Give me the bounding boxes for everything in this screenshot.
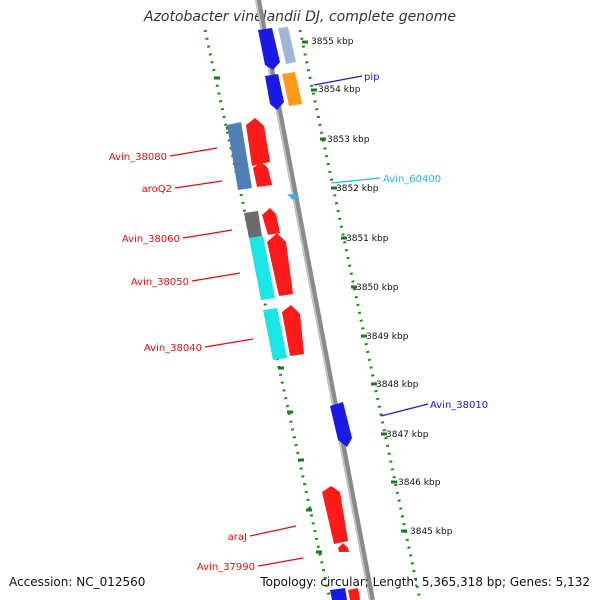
gene-avin-37990[interactable] [338, 543, 349, 552]
ruler-label-3848: 3848 kbp [376, 380, 419, 390]
label-leader-lines [169, 75, 429, 567]
gene-label-avin-38050[interactable]: Avin_38050 [131, 277, 189, 288]
gene-features[interactable] [227, 27, 360, 600]
gene-label-avin-37990[interactable]: Avin_37990 [197, 562, 255, 573]
gene-blue-small[interactable] [265, 74, 284, 110]
ruler-label-3847: 3847 kbp [386, 430, 429, 440]
ruler-label-3849: 3849 kbp [366, 332, 409, 342]
accession-text: Accession: NC_012560 [9, 575, 146, 589]
gene-avin-38040[interactable] [263, 308, 287, 360]
ruler-label-3850: 3850 kbp [356, 283, 399, 293]
gene-label-aroq2[interactable]: aroQ2 [142, 184, 172, 195]
gene-label-araj[interactable]: araJ [228, 532, 247, 543]
ruler-label-3855: 3855 kbp [311, 37, 354, 47]
gene-label-avin-38010[interactable]: Avin_38010 [430, 400, 488, 411]
ruler-label-3846: 3846 kbp [398, 478, 441, 488]
gene-red-38050[interactable] [267, 233, 293, 296]
gene-red-38040[interactable] [282, 305, 304, 356]
ruler-label-3852: 3852 kbp [336, 184, 379, 194]
gene-blue-top[interactable] [258, 28, 280, 70]
gene-label-avin-38040[interactable]: Avin_38040 [144, 343, 202, 354]
gene-avin-38010[interactable] [330, 402, 352, 447]
topology-text: Topology: circular; Length: 5,365,318 bp… [260, 575, 590, 589]
map-title: Azotobacter vinelandii DJ, complete geno… [144, 9, 456, 25]
gene-aroq2[interactable] [253, 162, 272, 187]
right-guide-dotted-line [298, 29, 422, 600]
ruler-label-3853: 3853 kbp [327, 135, 370, 145]
gene-label-avin-60400[interactable]: Avin_60400 [383, 174, 441, 185]
gene-avin-60400[interactable] [287, 194, 299, 200]
gene-bottom-blue[interactable] [330, 588, 347, 600]
gene-label-avin-38080[interactable]: Avin_38080 [109, 152, 167, 163]
gene-label-avin-38060[interactable]: Avin_38060 [122, 234, 180, 245]
gene-label-pip[interactable]: pip [364, 72, 379, 83]
gene-avin-38050[interactable] [249, 236, 275, 300]
ruler-label-3854: 3854 kbp [318, 85, 361, 95]
gene-red-38060[interactable] [262, 208, 280, 235]
left-guide-dotted-line [203, 29, 332, 600]
gene-pip[interactable] [282, 72, 302, 106]
gene-avin-38080[interactable] [227, 122, 252, 190]
gene-araj[interactable] [322, 486, 348, 544]
right-guide-ticks [302, 40, 407, 533]
gene-steel-top[interactable] [278, 27, 296, 64]
gene-avin-38060[interactable] [244, 211, 262, 238]
gene-bottom-red[interactable] [348, 588, 360, 600]
ruler-label-3845: 3845 kbp [410, 527, 453, 537]
gene-red-38080[interactable] [246, 118, 270, 166]
ruler-label-3851: 3851 kbp [346, 234, 389, 244]
